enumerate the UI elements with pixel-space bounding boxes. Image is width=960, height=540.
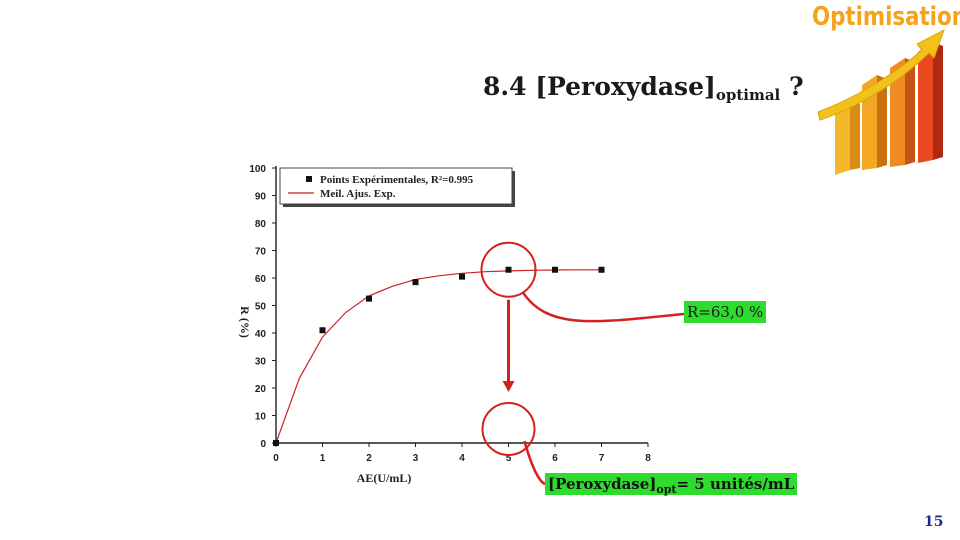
page-number: 15 bbox=[924, 514, 944, 530]
chart-ticks: 0 1 2 3 4 5 6 7 80102030405060708090100AE(U/mL)R… bbox=[238, 164, 651, 485]
chart-axes bbox=[275, 166, 648, 444]
x-tick-label: 3 bbox=[413, 453, 419, 464]
legend-marker-points bbox=[306, 176, 312, 182]
legend-entry-label: Points Expérimentales, R²=0.995 bbox=[320, 174, 474, 186]
x-value-highlight-circle bbox=[481, 402, 536, 456]
y-tick-label: 30 bbox=[255, 357, 267, 368]
x-tick-label: 0 bbox=[273, 453, 279, 464]
data-point bbox=[505, 266, 512, 273]
fit-curve-line bbox=[275, 269, 602, 444]
x-tick-label: 7 bbox=[599, 453, 605, 464]
x-tick-label: 8 bbox=[645, 453, 651, 464]
legend-entry-label: Meil. Ajus. Exp. bbox=[320, 188, 396, 200]
y-tick-label: 100 bbox=[249, 164, 266, 175]
data-point bbox=[598, 266, 605, 273]
title-suffix: ? bbox=[780, 72, 804, 101]
x-tick-label: 5 bbox=[506, 453, 512, 464]
x-axis-label: AE(U/mL) bbox=[357, 471, 412, 485]
y-tick-label: 50 bbox=[255, 302, 267, 313]
x-tick-label: 6 bbox=[552, 453, 558, 464]
y-tick-label: 80 bbox=[255, 219, 267, 230]
legend-box bbox=[279, 167, 513, 205]
chart-callouts bbox=[480, 241, 685, 486]
x-tick-label: 4 bbox=[459, 453, 465, 464]
chart-legend: Points Expérimentales, R²=0.995 Meil. Aju… bbox=[279, 167, 515, 207]
data-point bbox=[412, 279, 419, 286]
data-point bbox=[319, 327, 326, 334]
annotation-rest: = 5 unités/mL bbox=[676, 475, 795, 493]
rising-bar-chart-with-arrow-icon bbox=[817, 28, 945, 175]
y-tick-label: 40 bbox=[255, 329, 267, 340]
y-tick-label: 90 bbox=[255, 192, 267, 203]
y-tick-label: 10 bbox=[255, 412, 267, 423]
annotation-main: [Peroxydase] bbox=[548, 475, 657, 493]
y-tick-label: 0 bbox=[260, 439, 266, 450]
page-title: 8.4 [Peroxydase]optimal ? bbox=[483, 72, 804, 104]
title-main: 8.4 [Peroxydase] bbox=[483, 72, 716, 101]
y-axis-label: R (%) bbox=[238, 306, 252, 338]
y-tick-label: 20 bbox=[255, 384, 267, 395]
y-tick-label: 70 bbox=[255, 247, 267, 258]
data-point bbox=[366, 295, 372, 302]
data-point bbox=[459, 273, 465, 280]
data-point bbox=[552, 266, 558, 273]
optimal-peroxydase-annotation: [Peroxydase]opt= 5 unités/mL bbox=[545, 473, 798, 496]
r-value-connector bbox=[521, 291, 685, 323]
title-subscript: optimal bbox=[715, 86, 781, 104]
annotation-subscript: opt bbox=[656, 483, 677, 496]
y-tick-label: 60 bbox=[255, 274, 267, 285]
r-value-annotation: R=63,0 % bbox=[684, 301, 767, 323]
x-tick-label: 2 bbox=[366, 453, 372, 464]
x-tick-label: 1 bbox=[320, 453, 326, 464]
peroxydase-connector bbox=[523, 440, 546, 486]
chart-series bbox=[273, 266, 605, 446]
down-arrow-head bbox=[502, 381, 515, 392]
data-point bbox=[273, 440, 279, 446]
optimum-highlight-circle bbox=[480, 241, 537, 298]
logo-wordmark: Optimisation bbox=[812, 2, 960, 32]
